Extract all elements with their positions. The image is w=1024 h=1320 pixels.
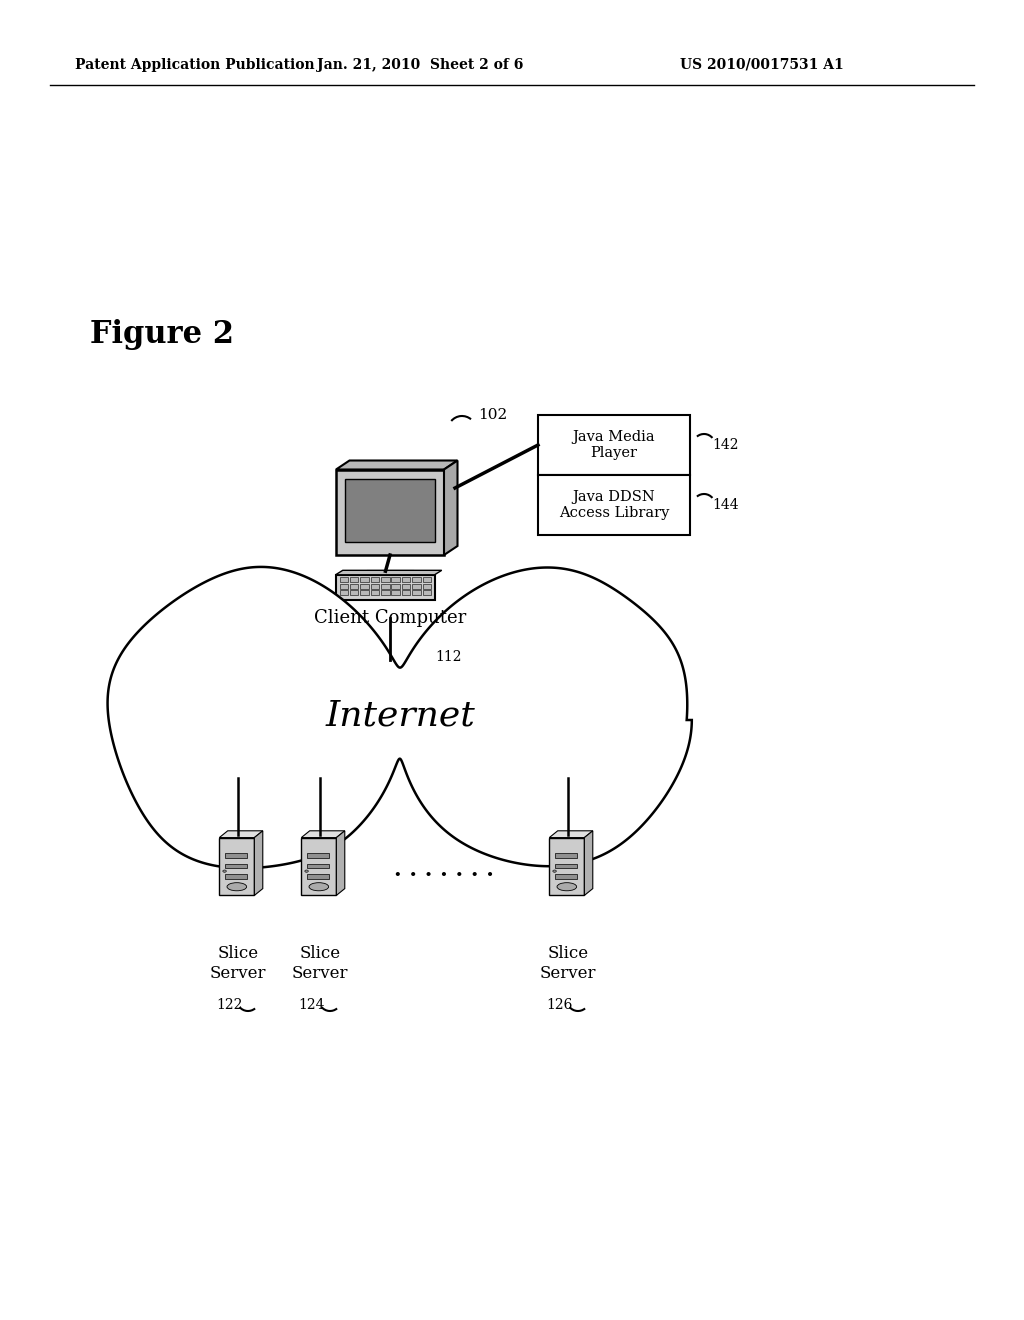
FancyBboxPatch shape: [350, 583, 358, 589]
FancyBboxPatch shape: [381, 577, 389, 582]
Polygon shape: [585, 830, 593, 895]
Polygon shape: [219, 830, 263, 838]
Text: 112: 112: [435, 649, 462, 664]
FancyBboxPatch shape: [555, 874, 578, 879]
Text: Slice
Server: Slice Server: [292, 945, 348, 982]
FancyBboxPatch shape: [340, 590, 348, 595]
Text: 126: 126: [547, 998, 573, 1012]
Text: . . . . . . .: . . . . . . .: [394, 859, 494, 880]
Ellipse shape: [227, 883, 247, 891]
FancyBboxPatch shape: [336, 574, 434, 601]
Text: Internet: Internet: [326, 698, 475, 733]
Text: 122: 122: [217, 998, 243, 1012]
FancyBboxPatch shape: [350, 590, 358, 595]
Ellipse shape: [557, 883, 577, 891]
FancyBboxPatch shape: [413, 590, 421, 595]
FancyBboxPatch shape: [423, 577, 431, 582]
FancyBboxPatch shape: [391, 583, 400, 589]
FancyBboxPatch shape: [340, 583, 348, 589]
FancyBboxPatch shape: [306, 874, 330, 879]
FancyBboxPatch shape: [371, 577, 379, 582]
Polygon shape: [336, 461, 458, 470]
FancyBboxPatch shape: [401, 577, 411, 582]
FancyBboxPatch shape: [350, 577, 358, 582]
FancyBboxPatch shape: [360, 577, 369, 582]
FancyBboxPatch shape: [391, 590, 400, 595]
Text: 142: 142: [712, 438, 738, 451]
Polygon shape: [336, 570, 441, 574]
FancyBboxPatch shape: [224, 874, 248, 879]
Text: Java Media
Player: Java Media Player: [572, 430, 655, 461]
Text: Slice
Server: Slice Server: [540, 945, 596, 982]
FancyBboxPatch shape: [413, 577, 421, 582]
FancyBboxPatch shape: [401, 590, 411, 595]
FancyBboxPatch shape: [549, 838, 585, 895]
Polygon shape: [444, 461, 458, 554]
Text: 144: 144: [712, 498, 738, 512]
Text: Jan. 21, 2010  Sheet 2 of 6: Jan. 21, 2010 Sheet 2 of 6: [316, 58, 523, 73]
FancyBboxPatch shape: [423, 590, 431, 595]
FancyBboxPatch shape: [423, 583, 431, 589]
FancyBboxPatch shape: [224, 853, 248, 858]
Ellipse shape: [553, 870, 556, 873]
FancyBboxPatch shape: [413, 583, 421, 589]
FancyBboxPatch shape: [360, 590, 369, 595]
FancyBboxPatch shape: [371, 590, 379, 595]
FancyBboxPatch shape: [371, 583, 379, 589]
Text: US 2010/0017531 A1: US 2010/0017531 A1: [680, 58, 844, 73]
Ellipse shape: [305, 870, 308, 873]
FancyBboxPatch shape: [306, 853, 330, 858]
Text: Slice
Server: Slice Server: [210, 945, 266, 982]
FancyBboxPatch shape: [224, 863, 248, 869]
Text: 102: 102: [478, 408, 507, 422]
FancyBboxPatch shape: [340, 577, 348, 582]
Polygon shape: [549, 830, 593, 838]
FancyBboxPatch shape: [219, 838, 254, 895]
FancyBboxPatch shape: [538, 475, 690, 535]
Text: Java DDSN
Access Library: Java DDSN Access Library: [559, 490, 670, 520]
FancyBboxPatch shape: [360, 583, 369, 589]
FancyBboxPatch shape: [401, 583, 411, 589]
FancyBboxPatch shape: [381, 583, 389, 589]
FancyBboxPatch shape: [368, 572, 413, 578]
Polygon shape: [254, 830, 263, 895]
Polygon shape: [301, 830, 345, 838]
FancyBboxPatch shape: [555, 863, 578, 869]
Text: 124: 124: [299, 998, 326, 1012]
FancyBboxPatch shape: [381, 590, 389, 595]
FancyBboxPatch shape: [538, 414, 690, 475]
Text: Figure 2: Figure 2: [90, 319, 234, 351]
Text: Client Computer: Client Computer: [314, 609, 466, 627]
Polygon shape: [336, 830, 345, 895]
FancyBboxPatch shape: [306, 863, 330, 869]
FancyBboxPatch shape: [301, 838, 336, 895]
FancyBboxPatch shape: [391, 577, 400, 582]
Ellipse shape: [309, 883, 329, 891]
FancyBboxPatch shape: [345, 479, 435, 541]
FancyBboxPatch shape: [555, 853, 578, 858]
Ellipse shape: [223, 870, 226, 873]
FancyBboxPatch shape: [336, 470, 444, 554]
PathPatch shape: [108, 566, 692, 869]
Text: Patent Application Publication: Patent Application Publication: [75, 58, 314, 73]
